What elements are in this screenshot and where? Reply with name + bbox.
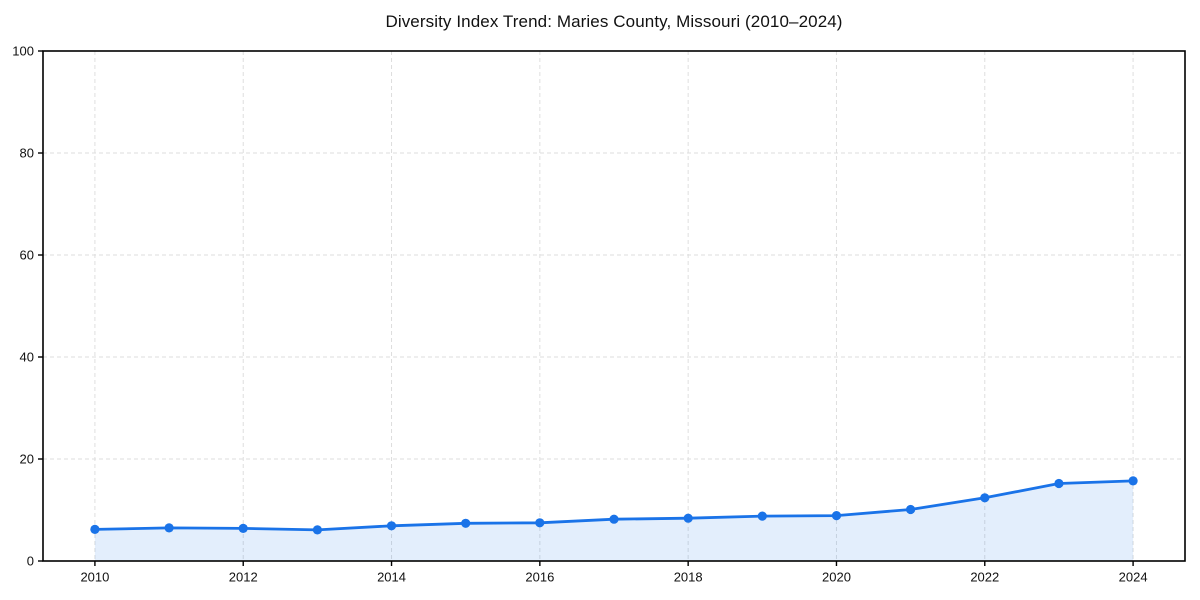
y-tick-label: 60 bbox=[20, 248, 34, 263]
data-point-2016 bbox=[535, 518, 545, 528]
y-tick-label: 0 bbox=[27, 554, 34, 569]
x-tick-label: 2014 bbox=[377, 570, 406, 585]
data-point-2019 bbox=[757, 511, 767, 521]
x-tick-label: 2010 bbox=[80, 570, 109, 585]
data-point-2013 bbox=[312, 525, 322, 535]
data-point-2022 bbox=[980, 493, 990, 503]
data-point-2023 bbox=[1054, 478, 1064, 489]
x-tick-label: 2020 bbox=[822, 570, 851, 585]
data-point-2010 bbox=[90, 524, 100, 535]
chart-title: Diversity Index Trend: Maries County, Mi… bbox=[385, 12, 843, 31]
x-tick-label: 2018 bbox=[674, 570, 703, 585]
data-point-2021 bbox=[906, 504, 916, 515]
x-tick-label: 2024 bbox=[1119, 570, 1148, 585]
data-point-2024 bbox=[1128, 476, 1138, 486]
data-point-2015 bbox=[461, 518, 471, 528]
y-tick-label: 40 bbox=[20, 350, 34, 365]
data-point-2020 bbox=[831, 510, 842, 521]
x-tick-label: 2012 bbox=[229, 570, 258, 585]
data-point-2017 bbox=[609, 514, 619, 524]
y-tick-label: 20 bbox=[20, 452, 34, 467]
data-point-2012 bbox=[238, 523, 248, 534]
y-tick-label: 100 bbox=[12, 44, 34, 59]
data-point-2014 bbox=[386, 521, 397, 531]
x-tick-label: 2022 bbox=[970, 570, 999, 585]
x-tick-label: 2016 bbox=[525, 570, 554, 585]
data-point-2011 bbox=[164, 523, 174, 533]
y-tick-label: 80 bbox=[20, 146, 34, 161]
data-point-2018 bbox=[683, 513, 693, 523]
axis-frame bbox=[42, 50, 1186, 562]
